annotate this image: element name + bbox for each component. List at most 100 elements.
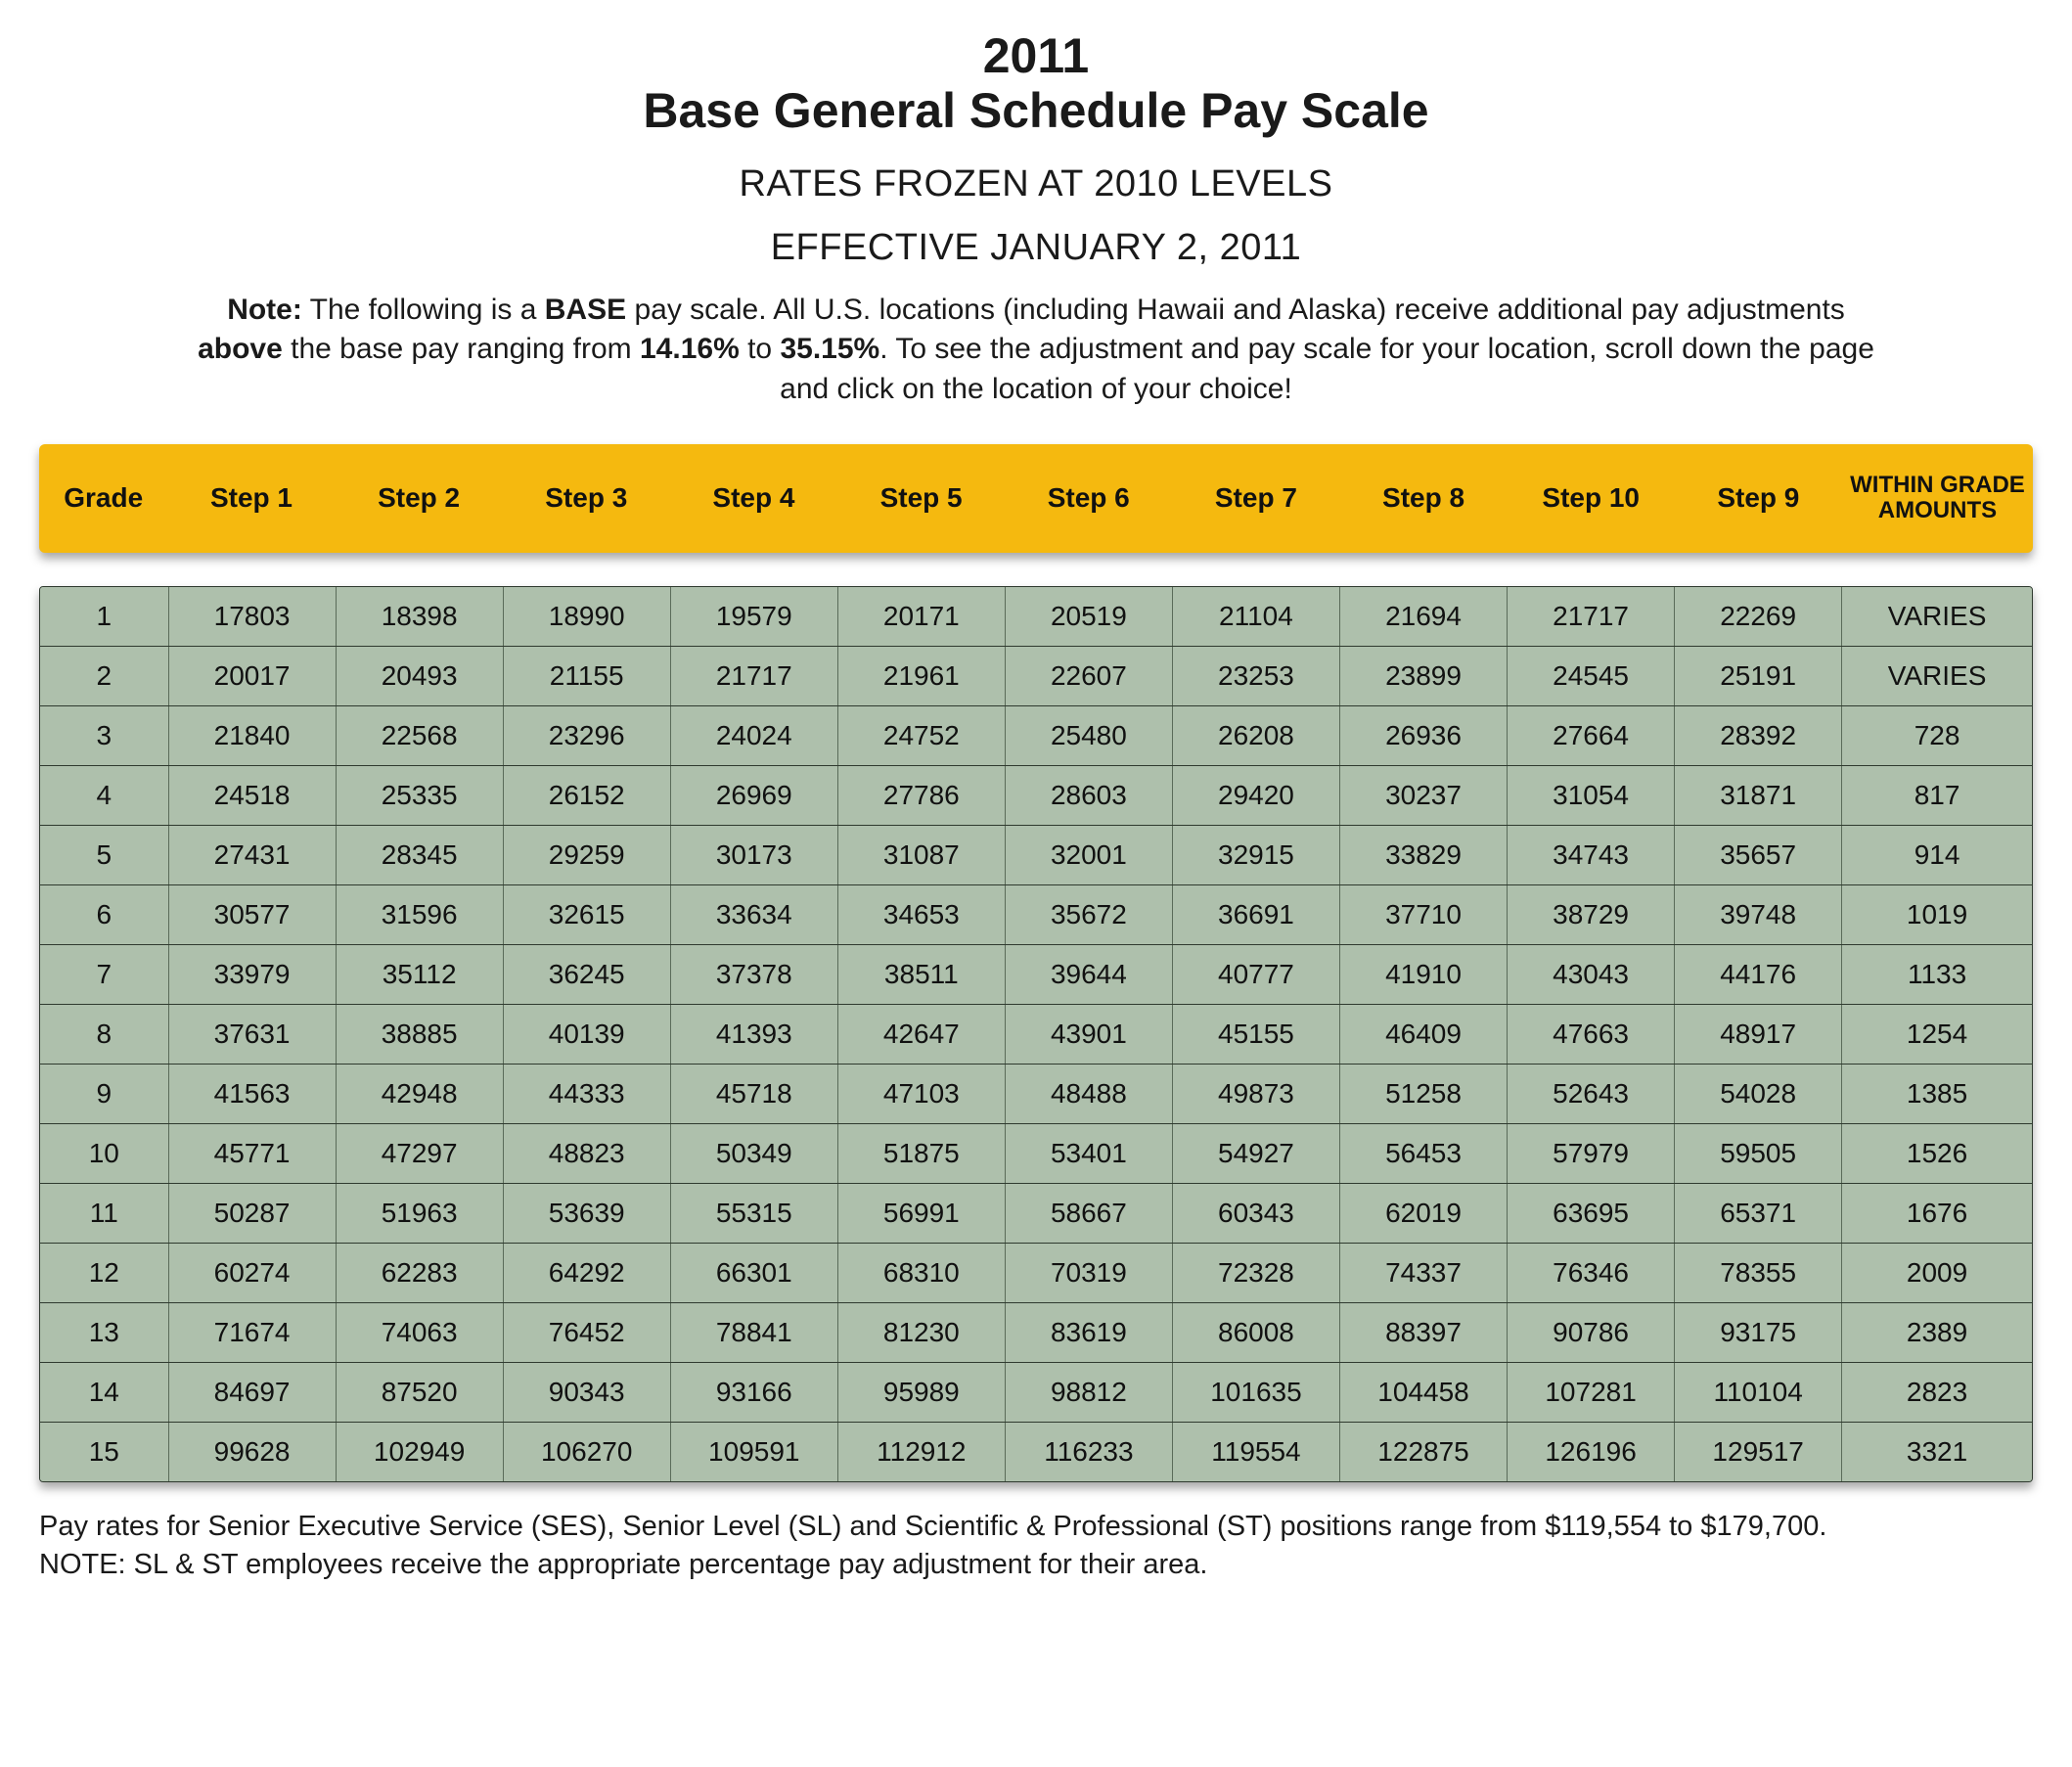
note-lead: Note: — [227, 294, 302, 326]
grade-cell: 7 — [40, 945, 168, 1004]
step-cell: 55315 — [670, 1184, 837, 1243]
step-cell: 74337 — [1339, 1244, 1507, 1302]
grade-cell: 10 — [40, 1124, 168, 1183]
step-cell: 59505 — [1674, 1124, 1841, 1183]
step-cell: 33829 — [1339, 826, 1507, 884]
note-block: Note: The following is a BASE pay scale.… — [195, 291, 1877, 410]
step-cell: 45155 — [1172, 1005, 1339, 1064]
wga-cell: 1526 — [1841, 1124, 2032, 1183]
step-cell: 47297 — [336, 1124, 503, 1183]
step-cell: 17803 — [168, 587, 336, 646]
step-cell: 60274 — [168, 1244, 336, 1302]
step-cell: 23899 — [1339, 647, 1507, 705]
grade-cell: 9 — [40, 1065, 168, 1123]
step-cell: 90343 — [503, 1363, 670, 1422]
step-cell: 25191 — [1674, 647, 1841, 705]
step-cell: 33634 — [670, 885, 837, 944]
step-cell: 42948 — [336, 1065, 503, 1123]
step-cell: 88397 — [1339, 1303, 1507, 1362]
step-cell: 28345 — [336, 826, 503, 884]
note-base-word: BASE — [545, 294, 626, 326]
step-cell: 44176 — [1674, 945, 1841, 1004]
step-cell: 22269 — [1674, 587, 1841, 646]
step-cell: 31596 — [336, 885, 503, 944]
step-cell: 20519 — [1005, 587, 1172, 646]
note-text-4: to — [740, 333, 781, 365]
table-row: 3218402256823296240242475225480262082693… — [40, 705, 2032, 765]
step-cell: 58667 — [1005, 1184, 1172, 1243]
step-cell: 45718 — [670, 1065, 837, 1123]
wga-cell: 728 — [1841, 706, 2032, 765]
step-cell: 86008 — [1172, 1303, 1339, 1362]
step-cell: 23253 — [1172, 647, 1339, 705]
step-cell: 29420 — [1172, 766, 1339, 825]
step-cell: 36245 — [503, 945, 670, 1004]
step-cell: 47103 — [837, 1065, 1005, 1123]
step-cell: 95989 — [837, 1363, 1005, 1422]
step-cell: 54927 — [1172, 1124, 1339, 1183]
step-cell: 24518 — [168, 766, 336, 825]
wga-cell: 1385 — [1841, 1065, 2032, 1123]
table-body: 1178031839818990195792017120519211042169… — [39, 586, 2033, 1482]
step-cell: 54028 — [1674, 1065, 1841, 1123]
step-cell: 24752 — [837, 706, 1005, 765]
step-cell: 74063 — [336, 1303, 503, 1362]
grade-cell: 3 — [40, 706, 168, 765]
wga-cell: 914 — [1841, 826, 2032, 884]
note-text-1: The following is a — [302, 294, 545, 326]
step-cell: 102949 — [336, 1423, 503, 1481]
step-cell: 53401 — [1005, 1124, 1172, 1183]
column-header: Step 4 — [670, 444, 837, 553]
step-cell: 87520 — [336, 1363, 503, 1422]
note-text-2: pay scale. All U.S. locations (including… — [626, 294, 1845, 326]
wga-cell: 1254 — [1841, 1005, 2032, 1064]
step-cell: 39644 — [1005, 945, 1172, 1004]
step-cell: 32001 — [1005, 826, 1172, 884]
step-cell: 21840 — [168, 706, 336, 765]
step-cell: 25480 — [1005, 706, 1172, 765]
wga-cell: 2009 — [1841, 1244, 2032, 1302]
table-row: 1045771472974882350349518755340154927564… — [40, 1123, 2032, 1183]
step-cell: 49873 — [1172, 1065, 1339, 1123]
step-cell: 98812 — [1005, 1363, 1172, 1422]
grade-cell: 6 — [40, 885, 168, 944]
grade-cell: 11 — [40, 1184, 168, 1243]
step-cell: 56453 — [1339, 1124, 1507, 1183]
step-cell: 51875 — [837, 1124, 1005, 1183]
step-cell: 56991 — [837, 1184, 1005, 1243]
step-cell: 109591 — [670, 1423, 837, 1481]
step-cell: 33979 — [168, 945, 336, 1004]
grade-cell: 14 — [40, 1363, 168, 1422]
step-cell: 48488 — [1005, 1065, 1172, 1123]
step-cell: 26208 — [1172, 706, 1339, 765]
step-cell: 40777 — [1172, 945, 1339, 1004]
wga-cell: 1133 — [1841, 945, 2032, 1004]
step-cell: 19579 — [670, 587, 837, 646]
step-cell: 129517 — [1674, 1423, 1841, 1481]
column-header: Step 1 — [167, 444, 335, 553]
pay-scale-table: GradeStep 1Step 2Step 3Step 4Step 5Step … — [39, 444, 2033, 1482]
column-header: Step 5 — [837, 444, 1005, 553]
step-cell: 35657 — [1674, 826, 1841, 884]
column-header: Step 7 — [1172, 444, 1339, 553]
subtitle-frozen: RATES FROZEN AT 2010 LEVELS — [39, 163, 2033, 205]
wga-cell: 817 — [1841, 766, 2032, 825]
step-cell: 21717 — [1507, 587, 1674, 646]
column-header: Step 10 — [1508, 444, 1675, 553]
step-cell: 53639 — [503, 1184, 670, 1243]
table-row: 1371674740637645278841812308361986008883… — [40, 1302, 2032, 1362]
step-cell: 41563 — [168, 1065, 336, 1123]
wga-cell: 3321 — [1841, 1423, 2032, 1481]
step-cell: 24545 — [1507, 647, 1674, 705]
step-cell: 76452 — [503, 1303, 670, 1362]
step-cell: 81230 — [837, 1303, 1005, 1362]
step-cell: 24024 — [670, 706, 837, 765]
step-cell: 26969 — [670, 766, 837, 825]
step-cell: 76346 — [1507, 1244, 1674, 1302]
grade-cell: 15 — [40, 1423, 168, 1481]
wga-cell: 2389 — [1841, 1303, 2032, 1362]
table-row: 1260274622836429266301683107031972328743… — [40, 1243, 2032, 1302]
step-cell: 64292 — [503, 1244, 670, 1302]
step-cell: 116233 — [1005, 1423, 1172, 1481]
table-row: 1178031839818990195792017120519211042169… — [40, 587, 2032, 646]
